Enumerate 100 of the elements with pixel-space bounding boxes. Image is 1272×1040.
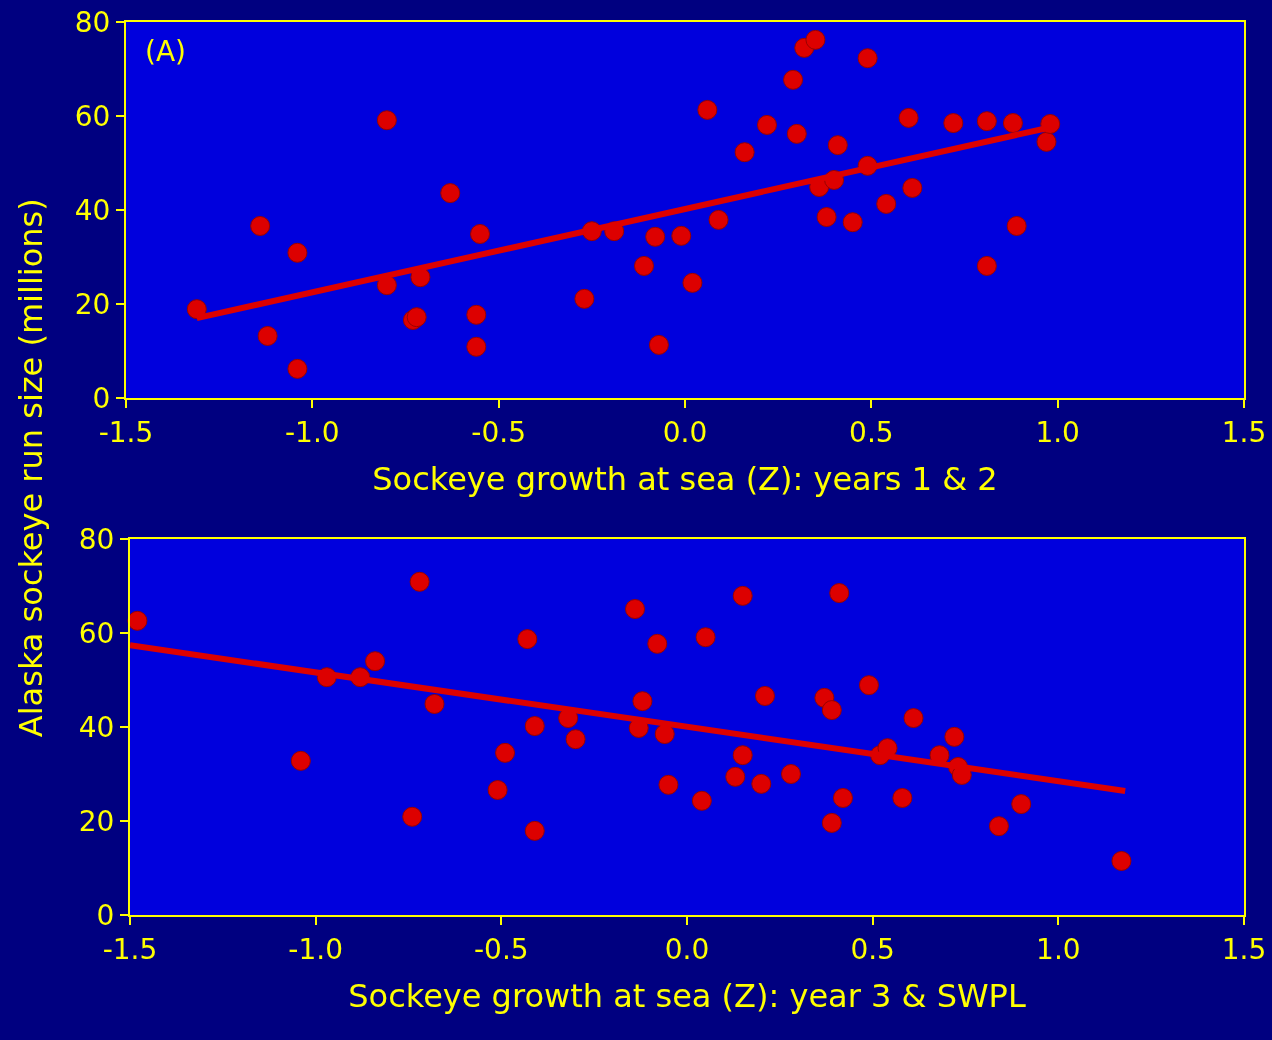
x-axis-title: Sockeye growth at sea (Z): years 1 & 2 <box>372 460 998 498</box>
point <box>682 272 703 293</box>
point <box>708 209 729 230</box>
point <box>424 693 445 714</box>
x-tick-label: -0.5 <box>471 415 526 449</box>
x-tick-label: 1.5 <box>1221 932 1267 966</box>
point <box>647 633 668 654</box>
point <box>780 764 801 784</box>
y-tick-label: 80 <box>78 522 115 556</box>
y-axis-title: Alaska sockeye run size (millions) <box>12 198 51 738</box>
x-tick-label: -1.0 <box>285 415 340 449</box>
point <box>857 48 878 69</box>
y-tick-label: 20 <box>74 287 111 321</box>
point <box>1002 113 1023 134</box>
point <box>671 225 692 246</box>
point <box>821 700 842 721</box>
point <box>876 193 897 214</box>
point <box>574 288 595 309</box>
point <box>732 745 753 766</box>
point <box>1011 794 1032 815</box>
point <box>1040 113 1061 134</box>
x-tick-label: 1.5 <box>1221 415 1267 449</box>
point <box>440 183 461 204</box>
y-tick-label: 60 <box>78 616 115 650</box>
point <box>821 812 842 833</box>
point <box>257 325 278 346</box>
point <box>186 299 207 320</box>
point <box>1006 215 1027 236</box>
point <box>470 223 491 244</box>
point <box>902 177 923 198</box>
point <box>976 255 997 276</box>
x-tick-label: -1.0 <box>288 932 343 966</box>
point <box>757 114 777 135</box>
point <box>734 142 755 163</box>
point <box>988 816 1009 837</box>
point <box>786 123 807 144</box>
point <box>632 691 653 712</box>
point <box>732 585 753 606</box>
point <box>495 742 516 763</box>
point <box>648 334 669 355</box>
point <box>1036 131 1057 152</box>
point <box>625 599 646 620</box>
point <box>466 336 487 357</box>
point <box>898 107 919 128</box>
point <box>976 111 997 132</box>
point <box>290 750 311 771</box>
point <box>654 724 675 745</box>
point <box>287 242 308 263</box>
point <box>517 629 538 650</box>
y-tick-label: 40 <box>74 193 111 227</box>
x-tick-label: -1.5 <box>102 932 158 966</box>
point <box>287 358 308 379</box>
point <box>1111 850 1132 871</box>
point <box>754 685 775 706</box>
point <box>943 113 964 134</box>
point <box>858 675 879 696</box>
y-tick-label: 40 <box>78 710 115 744</box>
annotation: (A) <box>145 35 187 68</box>
y-tick-label: 0 <box>96 898 115 932</box>
point <box>944 726 965 747</box>
point <box>409 571 430 592</box>
point <box>827 135 848 156</box>
point <box>365 651 386 672</box>
point <box>250 215 271 236</box>
point <box>842 212 863 233</box>
point <box>402 806 423 827</box>
point <box>695 627 716 648</box>
point <box>524 820 545 841</box>
point <box>751 773 772 794</box>
point <box>892 787 913 808</box>
x-tick-label: 0.0 <box>662 415 708 449</box>
y-tick-label: 0 <box>92 381 111 415</box>
point <box>725 766 746 787</box>
point <box>645 226 666 247</box>
point <box>634 255 655 276</box>
point <box>829 583 850 604</box>
point <box>805 29 826 50</box>
x-tick-label: -1.5 <box>98 415 154 449</box>
point <box>691 790 712 811</box>
point <box>127 610 148 631</box>
y-tick-label: 60 <box>74 99 111 133</box>
point <box>466 304 487 325</box>
x-tick-label: 0.0 <box>664 932 710 966</box>
point <box>783 69 804 90</box>
point <box>697 99 718 120</box>
point <box>903 708 924 729</box>
x-axis-title: Sockeye growth at sea (Z): year 3 & SWPL <box>348 977 1026 1015</box>
x-tick-label: -0.5 <box>474 932 529 966</box>
point <box>816 207 837 228</box>
point <box>487 779 508 800</box>
point <box>565 729 586 750</box>
point <box>376 110 397 131</box>
x-tick-label: 0.5 <box>849 415 894 449</box>
y-tick-label: 80 <box>74 5 111 39</box>
point <box>658 774 679 795</box>
x-tick-label: 1.0 <box>1035 415 1080 449</box>
point <box>832 787 853 808</box>
x-tick-label: 0.5 <box>850 932 895 966</box>
point <box>524 716 545 737</box>
y-tick-label: 20 <box>78 804 115 838</box>
